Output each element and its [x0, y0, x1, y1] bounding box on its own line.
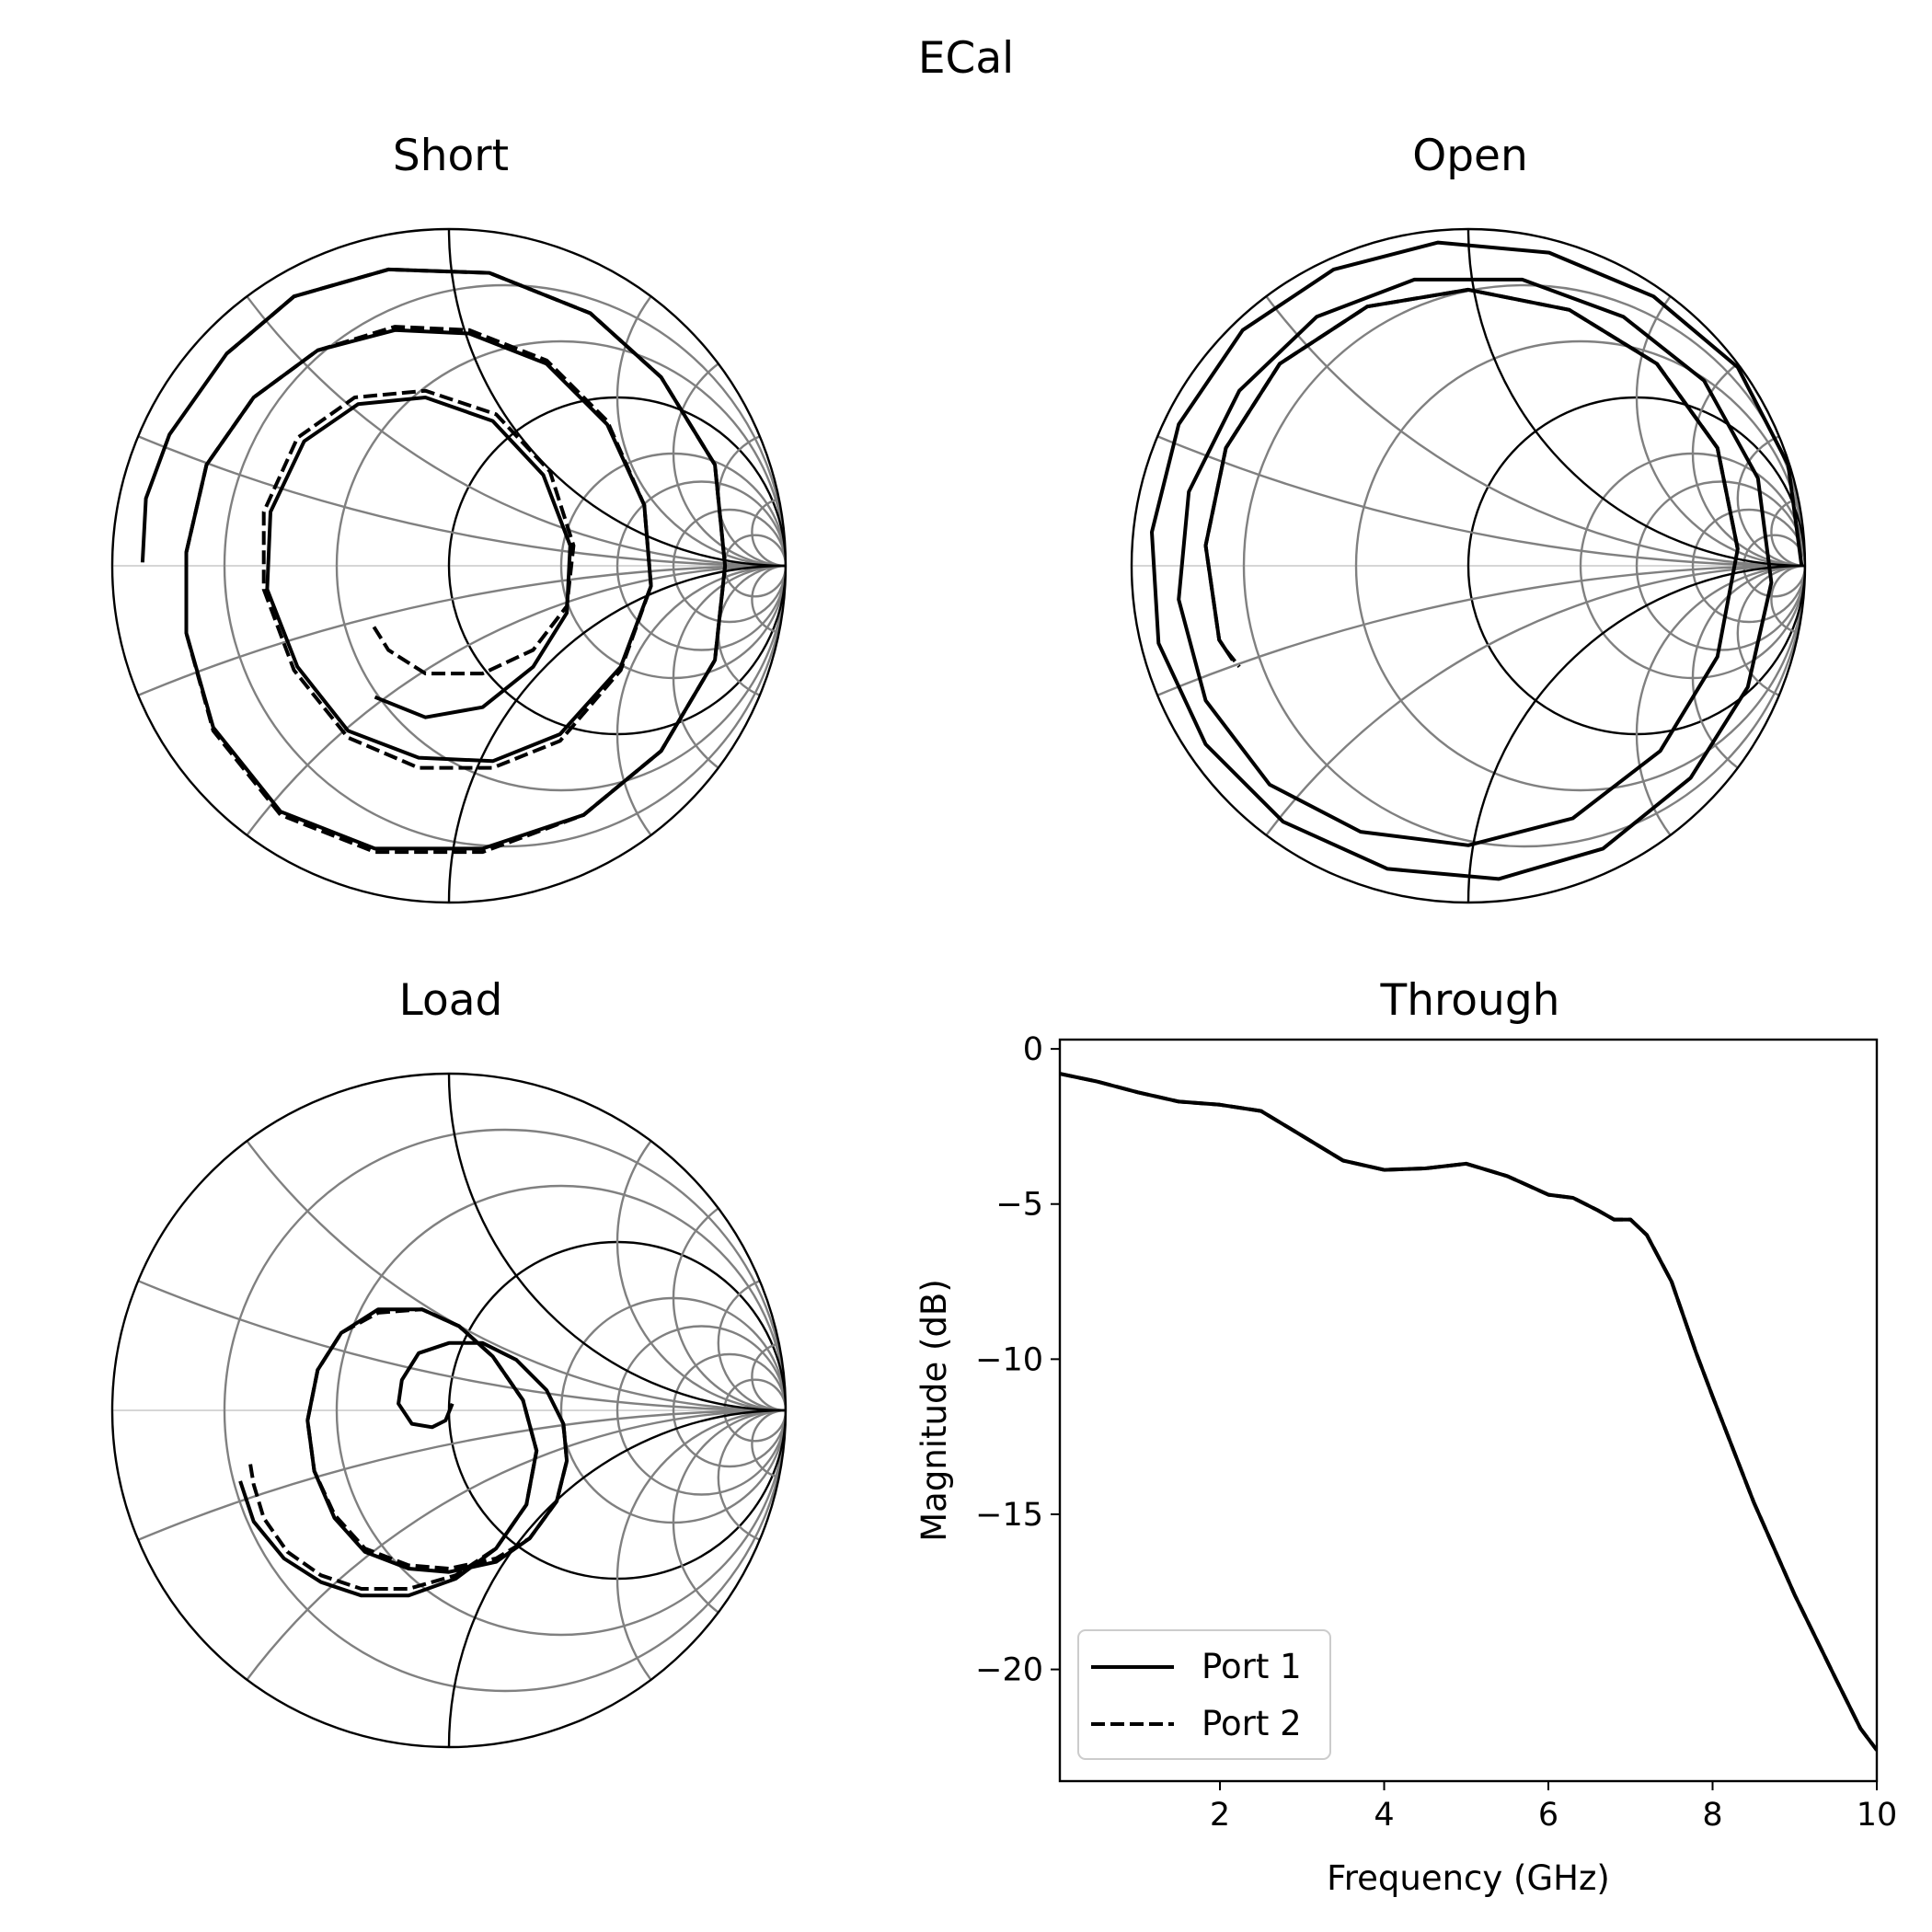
reactance-arc — [751, 564, 786, 635]
reactance-arc — [1635, 229, 1805, 568]
legend-frame — [1077, 1629, 1331, 1760]
reactance-arc — [1466, 564, 1805, 903]
reactance-arc — [615, 1074, 786, 1412]
reactance-arc — [1691, 564, 1805, 792]
x-tick-label: 10 — [1857, 1797, 1898, 1834]
smith-chart-open — [1130, 227, 1807, 904]
resistance-circle — [223, 283, 786, 848]
through-series-port-2 — [1060, 1072, 1877, 1752]
reactance-arc — [1770, 564, 1805, 635]
smith-trace-port-1 — [238, 1307, 569, 1598]
legend-label-port-2: Port 2 — [1202, 1704, 1302, 1743]
resistance-circle — [615, 1325, 786, 1496]
unit-circle — [1130, 227, 1807, 904]
unit-circle — [110, 1072, 788, 1749]
plot-frame — [1058, 1038, 1879, 1783]
reactance-arc — [1691, 339, 1805, 568]
reactance-arc — [1736, 430, 1805, 568]
reactance-arc — [447, 564, 786, 903]
y-axis-label: Magnitude (dB) — [914, 1279, 954, 1542]
y-tick-label: −10 — [975, 1341, 1043, 1378]
y-tick-label: 0 — [1023, 1031, 1043, 1068]
resistance-circle — [1691, 508, 1805, 624]
reactance-arc — [1132, 229, 1805, 568]
resistance-circle — [1242, 283, 1805, 848]
reactance-arc — [751, 497, 786, 568]
reactance-arc — [615, 229, 786, 568]
reactance-arc — [615, 564, 786, 903]
reactance-arc — [672, 339, 786, 568]
resistance-circle — [672, 508, 786, 624]
x-tick-label: 6 — [1538, 1797, 1558, 1834]
reactance-arc — [112, 1074, 786, 1412]
legend: Port 1 Port 2 — [1077, 1629, 1331, 1760]
reactance-arc — [112, 1409, 786, 1747]
reactance-arc — [672, 1184, 786, 1412]
resistance-circle — [223, 1128, 786, 1693]
load-panel-title: Load — [398, 975, 503, 1026]
y-tick-label: −20 — [975, 1652, 1043, 1689]
resistance-circle — [615, 480, 786, 651]
smith-trace-port-1 — [1150, 240, 1804, 881]
reactance-arc — [615, 1409, 786, 1747]
reactance-arc — [112, 564, 786, 903]
reactance-arc — [751, 1409, 786, 1479]
smith-trace-port-2 — [248, 1307, 569, 1591]
through-panel-title: Through — [1380, 975, 1560, 1026]
open-panel-title: Open — [1412, 131, 1528, 181]
unit-circle — [110, 227, 788, 904]
reactance-arc — [1466, 229, 1805, 568]
resistance-circle — [672, 1352, 786, 1468]
smith-grid — [1132, 229, 1805, 903]
resistance-circle — [1742, 534, 1805, 598]
resistance-circle — [723, 1378, 786, 1443]
reactance-arc — [1132, 564, 1805, 903]
figure-title: ECal — [917, 33, 1015, 84]
reactance-arc — [672, 1409, 786, 1637]
y-tick-label: −15 — [975, 1497, 1043, 1534]
resistance-circle — [1354, 339, 1805, 792]
reactance-arc — [112, 229, 786, 568]
x-axis-label: Frequency (GHz) — [1327, 1858, 1610, 1898]
reactance-arc — [447, 229, 786, 568]
x-tick-label: 2 — [1210, 1797, 1230, 1834]
through-line-chart: 2 4 6 8 10 0 −5 −10 −15 −20 Frequency (GHz) Magnitu… — [914, 1031, 1897, 1898]
x-tick-label: 8 — [1702, 1797, 1722, 1834]
smith-trace-port-2 — [184, 267, 728, 855]
x-tick-label: 4 — [1374, 1797, 1394, 1834]
resistance-circle — [335, 1184, 786, 1637]
reactance-arc — [1635, 564, 1805, 903]
legend-label-port-1: Port 1 — [1202, 1647, 1302, 1686]
resistance-circle — [1635, 480, 1805, 651]
smith-trace-port-2 — [1203, 287, 1740, 669]
reactance-arc — [751, 1341, 786, 1412]
resistance-circle — [335, 339, 786, 792]
y-tick-label: −5 — [995, 1187, 1043, 1224]
short-panel-title: Short — [392, 131, 510, 181]
reactance-arc — [1736, 564, 1805, 702]
series-group — [1060, 1072, 1877, 1752]
reactance-arc — [672, 564, 786, 792]
reactance-arc — [1770, 497, 1805, 568]
reactance-arc — [447, 1074, 786, 1412]
reactance-arc — [112, 1074, 786, 1412]
